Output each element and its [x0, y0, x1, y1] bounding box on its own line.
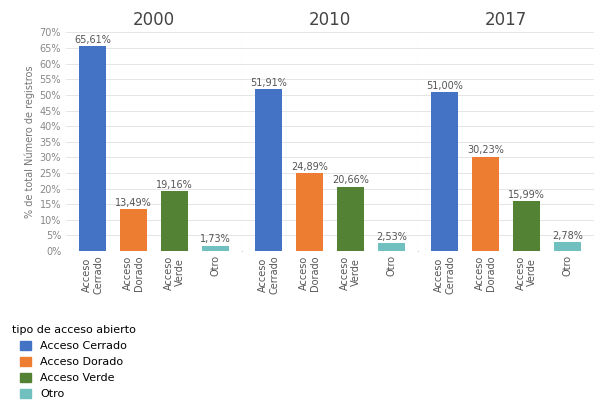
Bar	[431, 92, 458, 251]
Y-axis label: % de total Número de registros: % de total Número de registros	[25, 66, 35, 218]
Text: 15,99%: 15,99%	[508, 190, 545, 200]
Bar	[554, 243, 581, 251]
Text: 2,78%: 2,78%	[552, 231, 583, 241]
Bar	[337, 187, 364, 251]
Legend: Acceso Cerrado, Acceso Dorado, Acceso Verde, Otro: Acceso Cerrado, Acceso Dorado, Acceso Ve…	[11, 326, 136, 399]
Text: 51,91%: 51,91%	[250, 78, 287, 87]
Text: 51,00%: 51,00%	[426, 81, 463, 90]
Bar	[161, 191, 188, 251]
Title: 2017: 2017	[485, 11, 527, 30]
Text: 1,73%: 1,73%	[200, 234, 231, 245]
Bar	[79, 46, 106, 251]
Bar	[120, 209, 147, 251]
Title: 2000: 2000	[133, 11, 175, 30]
Text: 19,16%: 19,16%	[156, 180, 193, 190]
Bar	[202, 246, 229, 251]
Text: 30,23%: 30,23%	[467, 145, 504, 156]
Text: 24,89%: 24,89%	[291, 162, 328, 172]
Text: 2,53%: 2,53%	[376, 232, 407, 242]
Text: 13,49%: 13,49%	[115, 198, 152, 208]
Title: 2010: 2010	[309, 11, 351, 30]
Bar	[472, 157, 499, 251]
Bar	[513, 201, 540, 251]
Bar	[378, 243, 404, 251]
Bar	[256, 89, 282, 251]
Bar	[296, 173, 323, 251]
Text: 65,61%: 65,61%	[74, 35, 111, 45]
Text: 20,66%: 20,66%	[332, 175, 369, 185]
